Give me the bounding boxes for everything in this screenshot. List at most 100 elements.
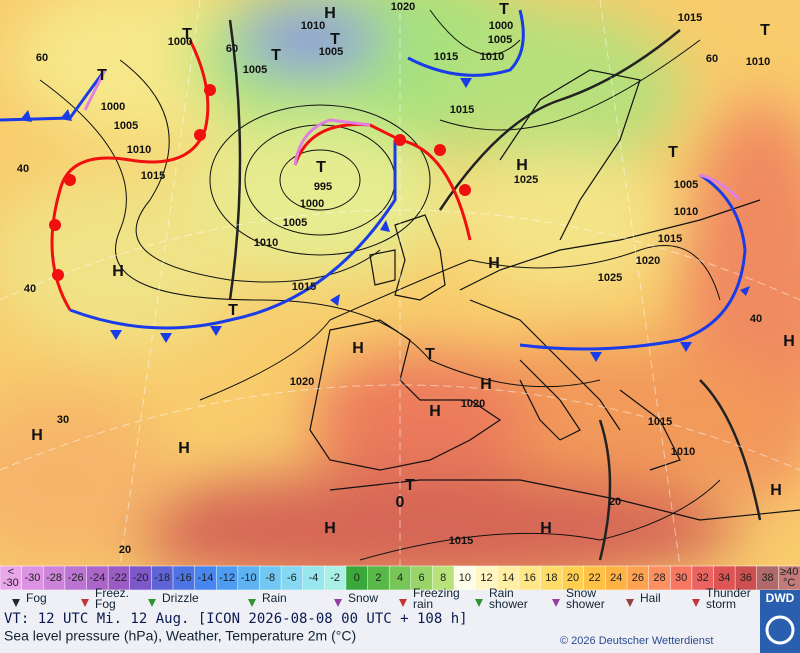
scale-label: 32 [697, 572, 709, 584]
isobar-label: 1000 [101, 101, 125, 113]
isobar-label: 1000 [300, 198, 324, 210]
valid-time: VT: 12 UTC Mi. 12 Aug. [ICON 2026-08-08 … [4, 611, 468, 627]
scale-label: 4 [397, 572, 403, 584]
legend-label: shower [566, 597, 605, 611]
scale-label: -12 [219, 572, 235, 584]
pressure-center: H [352, 340, 364, 357]
isotherm-label: 40 [750, 313, 762, 325]
isobar-label: 1020 [391, 1, 415, 13]
legend-label: rain [413, 597, 433, 611]
isobar-label: 1015 [450, 104, 474, 116]
isotherm-label: 60 [226, 43, 238, 55]
legend-label: Fog [95, 597, 116, 611]
legend-icon [334, 599, 342, 607]
scale-label: 34 [718, 572, 730, 584]
legend-icon [692, 599, 700, 607]
isobar-label: 1010 [301, 20, 325, 32]
isotherm-label: 40 [17, 163, 29, 175]
pressure-center: H [324, 5, 336, 22]
pressure-center: T [316, 159, 326, 176]
scale-label: ≥40 [780, 566, 798, 578]
scale-label: 18 [545, 572, 557, 584]
scale-label: 6 [419, 572, 425, 584]
scale-label: -20 [133, 572, 149, 584]
scale-label: 24 [610, 572, 622, 584]
legend-icon [148, 599, 156, 607]
pressure-center: H [178, 440, 190, 457]
isobar-label: 1010 [254, 237, 278, 249]
isotherm-label: 40 [24, 283, 36, 295]
legend-icon [626, 599, 634, 607]
color-scale: <-30 -30 -28 -26 -24 -22 -20 -18 -16 -14 -12 -10 -8-… [0, 565, 800, 591]
pressure-center: T [405, 477, 415, 494]
scale-label: -30 [24, 572, 40, 584]
scale-label: -16 [176, 572, 192, 584]
graticule [0, 0, 800, 566]
scale-label: 10 [459, 572, 471, 584]
isobar-label: 1025 [514, 174, 538, 186]
isobar-label: 1010 [127, 144, 151, 156]
isobar-label: 1015 [292, 281, 316, 293]
isobar-label: 1010 [674, 206, 698, 218]
scale-label: -10 [241, 572, 257, 584]
legend-label: Hail [640, 591, 661, 605]
scale-label: -24 [89, 572, 105, 584]
pressure-center: T [182, 26, 192, 43]
legend-label: Drizzle [162, 591, 199, 605]
scale-label: -18 [154, 572, 170, 584]
isobar-label: 1020 [636, 255, 660, 267]
isobar-label: 1015 [648, 416, 672, 428]
scale-label: 36 [740, 572, 752, 584]
pressure-center: H [783, 333, 795, 350]
scale-label: 38 [761, 572, 773, 584]
scale-label: -6 [287, 572, 297, 584]
scale-label: 20 [567, 572, 579, 584]
scale-label: -2 [330, 572, 340, 584]
pressure-center: H [429, 403, 441, 420]
scale-label: -28 [46, 572, 62, 584]
legend-label: Freezing [413, 586, 460, 600]
isotherm-label: 20 [609, 496, 621, 508]
pressure-center: T [228, 302, 238, 319]
legend-icon [81, 599, 89, 607]
isobar-label: 1015 [678, 12, 702, 24]
logo-mark [765, 615, 795, 645]
pressure-center: T [760, 22, 770, 39]
isotherm-label: 20 [119, 544, 131, 556]
legend-icon [12, 599, 20, 607]
legend-icon [552, 599, 560, 607]
isotherm-label: 30 [57, 414, 69, 426]
isobar-label: 1005 [243, 64, 267, 76]
scale-label: 0 [354, 572, 360, 584]
logo-text: DWD [766, 591, 795, 605]
legend-label: Rain [262, 591, 287, 605]
front-symbols [20, 78, 750, 362]
isobar-label: 1020 [290, 376, 314, 388]
legend-icon [248, 599, 256, 607]
legend-label: Snow [566, 586, 596, 600]
legend-label: Snow [348, 591, 378, 605]
coastlines [309, 69, 800, 521]
scale-label: -8 [265, 572, 275, 584]
pressure-center: H [112, 263, 124, 280]
pressure-center: 0 [396, 494, 405, 511]
scale-label: 26 [632, 572, 644, 584]
isobar-label: 1015 [449, 535, 473, 547]
weather-legend: Fog Freez.Fog Drizzle Rain Snow FreezingrainR… [12, 586, 751, 611]
legend-label: Freez. [95, 586, 129, 600]
isobar-label: 1005 [114, 120, 138, 132]
isobar-label: 1020 [461, 398, 485, 410]
isobar-label: 1010 [671, 446, 695, 458]
legend-label: shower [489, 597, 528, 611]
scale-label: -26 [68, 572, 84, 584]
pressure-center: H [770, 482, 782, 499]
isobar-label: 1005 [674, 179, 698, 191]
warm-symbols [49, 84, 471, 281]
isobar-label: 1010 [746, 56, 770, 68]
isobar-label: 995 [314, 181, 332, 193]
pressure-center: T [668, 144, 678, 161]
pressure-center: H [516, 157, 528, 174]
